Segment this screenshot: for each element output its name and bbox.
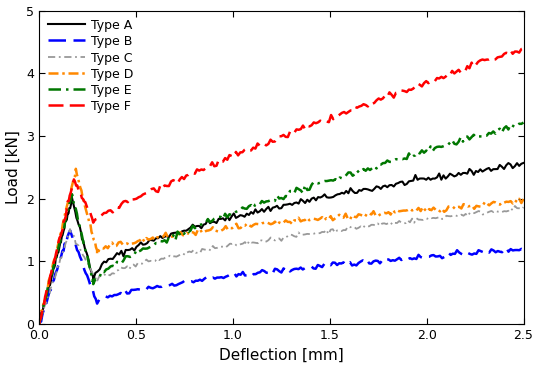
Type B bbox=[36, 323, 42, 328]
Type C bbox=[512, 204, 518, 208]
Type F bbox=[74, 183, 80, 188]
Line: Type E: Type E bbox=[39, 123, 523, 324]
Type A bbox=[36, 321, 42, 325]
Type D bbox=[329, 218, 336, 222]
Type A bbox=[196, 224, 203, 228]
Y-axis label: Load [kN]: Load [kN] bbox=[5, 130, 20, 204]
Type D bbox=[73, 167, 79, 171]
Type C bbox=[520, 205, 527, 209]
Type E bbox=[36, 322, 42, 326]
Line: Type B: Type B bbox=[39, 230, 523, 325]
Type E bbox=[501, 126, 507, 130]
Line: Type F: Type F bbox=[39, 48, 523, 325]
Type F bbox=[36, 323, 42, 328]
Type D bbox=[520, 197, 527, 201]
Type D bbox=[36, 323, 42, 327]
Type C bbox=[499, 210, 506, 214]
Type E bbox=[218, 215, 224, 219]
Type D bbox=[300, 218, 306, 223]
Type C bbox=[295, 230, 302, 235]
Type F bbox=[203, 166, 209, 170]
Type B bbox=[84, 273, 91, 277]
Type B bbox=[520, 248, 527, 252]
Type B bbox=[210, 275, 216, 280]
Type E bbox=[389, 160, 395, 164]
Type C bbox=[201, 247, 208, 252]
Type F bbox=[520, 46, 527, 50]
Type C bbox=[82, 258, 89, 262]
Type D bbox=[415, 206, 421, 210]
Type A bbox=[494, 167, 501, 171]
Type C bbox=[355, 226, 362, 230]
Type A bbox=[194, 224, 201, 228]
Type C bbox=[36, 322, 42, 326]
Type F bbox=[455, 68, 462, 72]
Type D bbox=[327, 214, 334, 218]
Type E bbox=[430, 149, 436, 153]
Line: Type A: Type A bbox=[39, 163, 523, 323]
Type F bbox=[188, 171, 194, 175]
Type B bbox=[501, 247, 507, 251]
Legend: Type A, Type B, Type C, Type D, Type E, Type F: Type A, Type B, Type C, Type D, Type E, … bbox=[45, 17, 136, 116]
Type A bbox=[62, 219, 68, 224]
Type A bbox=[67, 206, 73, 210]
Type C bbox=[208, 248, 214, 252]
Type A bbox=[520, 161, 527, 165]
Type D bbox=[158, 234, 164, 239]
Line: Type D: Type D bbox=[39, 169, 523, 325]
Line: Type C: Type C bbox=[39, 206, 523, 324]
X-axis label: Deflection [mm]: Deflection [mm] bbox=[219, 347, 344, 362]
Type B bbox=[203, 275, 210, 280]
Type B bbox=[67, 228, 73, 233]
Type E bbox=[252, 202, 259, 207]
Type B bbox=[298, 265, 304, 270]
Type F bbox=[272, 139, 278, 144]
Type B bbox=[357, 259, 364, 264]
Type E bbox=[451, 142, 458, 146]
Type D bbox=[52, 256, 58, 261]
Type E bbox=[520, 120, 527, 125]
Type F bbox=[274, 136, 280, 141]
Type A bbox=[412, 173, 419, 177]
